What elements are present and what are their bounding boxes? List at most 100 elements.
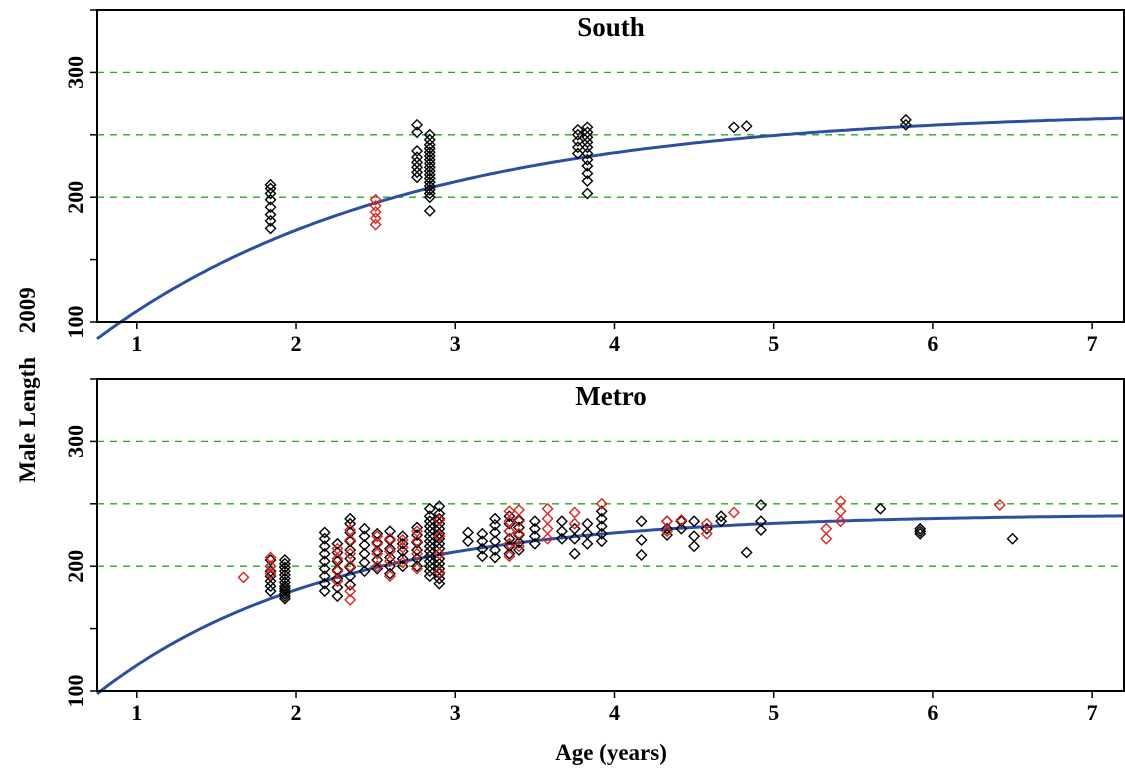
data-point [503, 505, 516, 518]
data-point [371, 553, 384, 566]
south-y-axis: 100 200 300 [63, 9, 97, 339]
data-point [581, 131, 594, 144]
data-point [595, 505, 608, 518]
metro-y-axis: 100 200 300 [63, 378, 97, 708]
data-point [396, 534, 409, 546]
data-point [512, 527, 525, 540]
data-point [331, 542, 344, 555]
metro-fit-line [96, 514, 1124, 695]
data-point [503, 525, 516, 538]
data-point [423, 545, 436, 558]
data-point [423, 157, 436, 170]
data-point [834, 515, 847, 528]
data-point [541, 532, 554, 545]
data-point [555, 525, 568, 538]
data-point [555, 515, 568, 528]
data-point [528, 515, 541, 528]
data-point [237, 571, 250, 584]
x-tick-label: 2 [291, 700, 302, 725]
data-point [423, 161, 436, 174]
data-point [411, 562, 424, 575]
data-point [411, 529, 424, 541]
data-point [264, 208, 277, 221]
data-point [433, 557, 446, 570]
data-point [318, 555, 331, 568]
data-point [383, 551, 396, 564]
data-point [264, 222, 277, 235]
data-point [433, 530, 446, 543]
data-point [595, 527, 608, 540]
x-tick-label: 7 [1087, 700, 1098, 725]
data-point [411, 118, 424, 131]
data-point [344, 535, 357, 548]
data-point [358, 522, 371, 535]
data-point [318, 540, 331, 553]
data-point [344, 585, 357, 598]
data-point [423, 172, 436, 185]
south-x-axis: 1 2 3 4 5 6 7 [131, 322, 1098, 356]
data-point [476, 550, 489, 563]
data-point [396, 541, 409, 554]
data-point [433, 547, 446, 560]
data-point [423, 502, 436, 515]
data-point [331, 590, 344, 603]
data-point [344, 560, 357, 573]
data-point [423, 560, 436, 573]
south-fit-curve [96, 116, 1125, 341]
data-point [571, 128, 584, 141]
data-point [371, 530, 384, 543]
data-point [433, 577, 446, 590]
data-point [503, 550, 516, 563]
data-point [476, 535, 489, 548]
data-point [489, 543, 502, 556]
data-point [383, 555, 396, 568]
panel-title-metro: Metro [575, 381, 646, 411]
data-point [423, 540, 436, 553]
data-point [512, 540, 525, 553]
data-point [396, 530, 409, 543]
data-point [358, 538, 371, 551]
data-point [568, 517, 581, 530]
data-point [688, 540, 701, 553]
data-point [383, 542, 396, 555]
data-point [700, 522, 713, 535]
data-point [433, 512, 446, 525]
data-point [433, 567, 446, 580]
data-point [512, 529, 525, 541]
data-point [571, 147, 584, 160]
data-point [264, 187, 277, 200]
data-point [433, 527, 446, 540]
data-point [278, 568, 291, 581]
data-point [675, 514, 688, 527]
data-point [433, 572, 446, 585]
data-point [344, 517, 357, 530]
data-point [489, 526, 502, 539]
south-fit-line [96, 116, 1125, 341]
data-point [568, 532, 581, 545]
data-point [383, 532, 396, 545]
data-point [700, 517, 713, 530]
metro-observations [237, 495, 1019, 606]
data-point [344, 561, 357, 574]
data-point [675, 515, 688, 528]
data-point [423, 204, 436, 217]
data-point [489, 535, 502, 548]
data-point [423, 565, 436, 578]
data-point [581, 537, 594, 550]
data-point [727, 506, 740, 519]
data-point [503, 510, 516, 523]
data-point [369, 206, 382, 219]
data-point [635, 515, 648, 528]
data-point [635, 548, 648, 561]
data-point [433, 507, 446, 520]
data-point [264, 575, 277, 588]
data-point [581, 126, 594, 139]
data-point [318, 585, 331, 598]
x-tick-label: 5 [768, 331, 779, 356]
data-point [489, 512, 502, 525]
data-point [512, 521, 525, 534]
data-point [264, 560, 277, 573]
data-point [433, 542, 446, 555]
data-point [595, 512, 608, 525]
